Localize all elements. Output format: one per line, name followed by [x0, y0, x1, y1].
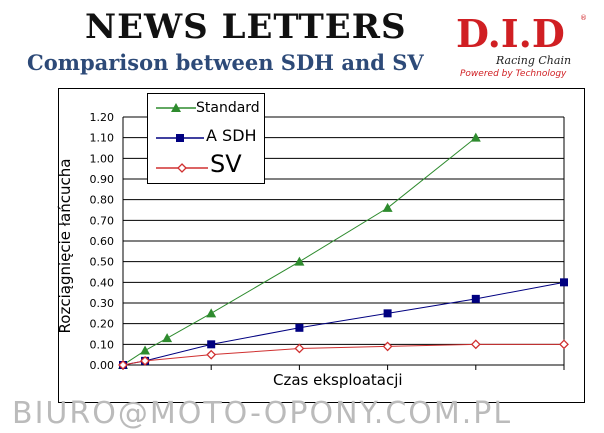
- y-tick-label: 0.40: [90, 276, 115, 289]
- logo-registered-mark: ®: [580, 14, 587, 22]
- did-logo: D.I.D ® Racing Chain Powered by Technolo…: [456, 14, 596, 84]
- newsletter-subtitle: Comparison between SDH and SV: [27, 50, 424, 75]
- y-axis-label: Rozciągnięcie łańcucha: [56, 158, 74, 334]
- logo-slogan: Powered by Technology: [460, 69, 567, 79]
- newsletter-title: NEWS LETTERS: [85, 7, 407, 47]
- legend-asdh: A SDH: [206, 126, 257, 145]
- data-point: [470, 132, 481, 142]
- logo-tagline: Racing Chain: [496, 54, 572, 67]
- data-point: [294, 256, 305, 266]
- data-point: [206, 349, 217, 360]
- legend-marker: [176, 134, 184, 142]
- y-tick-label: 0.60: [90, 235, 115, 248]
- y-tick-label: 0.30: [90, 297, 115, 310]
- legend-sv: SV: [210, 150, 242, 178]
- data-point: [118, 360, 128, 370]
- y-tick-label: 1.10: [90, 132, 115, 145]
- data-point: [207, 340, 216, 349]
- data-point: [140, 345, 151, 355]
- data-point: [294, 343, 305, 354]
- y-tick-label: 0.10: [90, 338, 115, 351]
- legend-marker: [177, 163, 187, 173]
- data-point: [382, 202, 393, 212]
- data-point: [206, 308, 217, 318]
- y-tick-label: 1.00: [90, 152, 115, 165]
- y-tick-label: 0.70: [90, 214, 115, 227]
- y-tick-label: 0.90: [90, 173, 115, 186]
- watermark: BIURO@MOTO-OPONY.COM.PL: [12, 396, 513, 431]
- data-point: [295, 323, 304, 332]
- data-point: [470, 339, 481, 350]
- data-point: [471, 294, 480, 303]
- series-line-2: [122, 343, 564, 366]
- data-point: [560, 278, 568, 287]
- y-tick-label: 1.20: [90, 111, 115, 124]
- chart-frame: [58, 88, 585, 403]
- y-tick-label: 0.00: [90, 359, 115, 372]
- data-point: [382, 341, 393, 352]
- x-axis-label: Czas eksploatacji: [273, 371, 403, 389]
- legend-swatches: [156, 103, 208, 173]
- y-tick-label: 0.50: [90, 256, 115, 269]
- legend-standard: Standard: [196, 100, 260, 116]
- logo-brand: D.I.D: [456, 11, 565, 56]
- data-point: [140, 355, 150, 366]
- legend: Standard A SDH SV: [147, 93, 265, 184]
- legend-marker: [171, 103, 181, 112]
- y-tick-label: 0.80: [90, 194, 115, 207]
- y-tick-label: 0.20: [90, 318, 115, 331]
- data-point: [162, 333, 173, 343]
- data-point: [559, 339, 569, 350]
- data-point: [383, 309, 392, 318]
